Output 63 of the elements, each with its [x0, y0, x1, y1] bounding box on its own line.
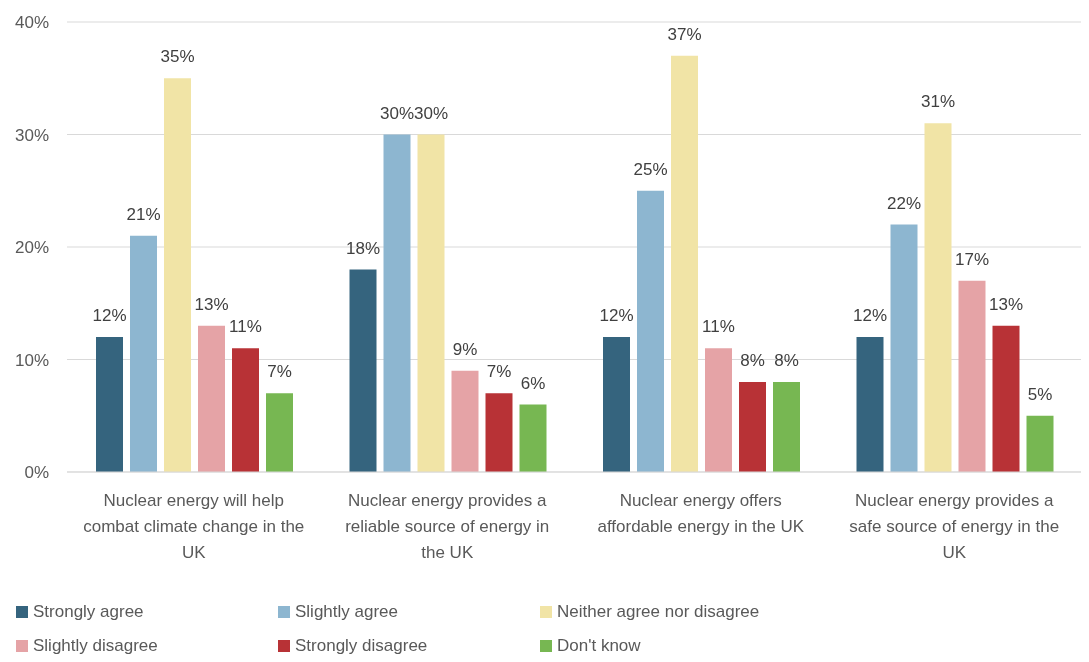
- x-tick-label: Nuclear energy offers affordable energy in the UK: [597, 491, 805, 536]
- data-label: 12%: [852, 306, 888, 325]
- bar: [705, 348, 732, 472]
- data-label: 18%: [345, 238, 381, 258]
- bar: [924, 123, 952, 472]
- data-label: 35%: [160, 47, 195, 67]
- legend-label: Neither agree nor disagree: [557, 602, 760, 622]
- data-label: 30%: [379, 103, 415, 123]
- bar: [383, 134, 411, 472]
- legend-label: Slightly agree: [295, 602, 399, 622]
- bar: [637, 190, 664, 472]
- data-label: 22%: [886, 193, 922, 213]
- y-tick-label: 0%: [24, 463, 49, 483]
- data-label: 37%: [667, 24, 702, 44]
- data-label: 30%: [413, 103, 449, 123]
- data-label: 8%: [740, 351, 765, 370]
- data-label: 31%: [920, 92, 956, 112]
- bar: [739, 382, 766, 472]
- data-label: 13%: [988, 294, 1024, 314]
- bar: [130, 235, 157, 472]
- y-tick-label: 20%: [14, 238, 49, 258]
- bar: [603, 337, 630, 472]
- data-label: 12%: [92, 306, 127, 325]
- y-tick-label: 10%: [14, 350, 49, 370]
- data-label: 11%: [229, 317, 262, 337]
- bar: [958, 280, 986, 472]
- bar: [266, 393, 293, 472]
- bar: [232, 348, 259, 472]
- bar: [890, 224, 918, 472]
- bar: [96, 337, 123, 472]
- bar: [485, 393, 513, 472]
- data-label: 17%: [954, 249, 990, 269]
- bar: [451, 370, 479, 472]
- data-label: 8%: [774, 351, 799, 370]
- bar: [519, 404, 547, 472]
- bar: [164, 78, 191, 472]
- data-label: 12%: [599, 306, 634, 325]
- bar: [417, 134, 445, 472]
- bar: [198, 325, 225, 472]
- data-label: 7%: [486, 362, 512, 382]
- legend-label: Strongly disagree: [295, 636, 428, 656]
- y-tick-label: 30%: [14, 125, 49, 145]
- data-label: 5%: [1027, 384, 1053, 404]
- bar: [773, 382, 800, 472]
- data-label: 7%: [267, 362, 292, 382]
- bar: [671, 55, 698, 472]
- x-tick-label: Nuclear energy provides a reliable source of energy in the UK: [345, 491, 550, 562]
- data-label: 13%: [194, 294, 229, 314]
- bar: [1026, 415, 1054, 472]
- y-tick-label: 40%: [14, 13, 49, 33]
- data-label: 21%: [126, 204, 161, 224]
- bar: [856, 337, 884, 472]
- legend-label: Slightly disagree: [33, 636, 158, 656]
- bar: [992, 325, 1020, 472]
- data-label: 9%: [452, 339, 478, 359]
- legend-label: Strongly agree: [33, 602, 144, 622]
- data-label: 6%: [520, 373, 546, 393]
- data-label: 11%: [702, 317, 735, 337]
- x-tick-label: Nuclear energy will help combat climate change in the UK: [83, 491, 305, 562]
- data-label: 25%: [633, 159, 668, 179]
- legend-label: Don't know: [557, 636, 641, 656]
- x-tick-label: Nuclear energy provides a safe source of energy in the UK: [849, 491, 1060, 562]
- bar: [349, 269, 377, 472]
